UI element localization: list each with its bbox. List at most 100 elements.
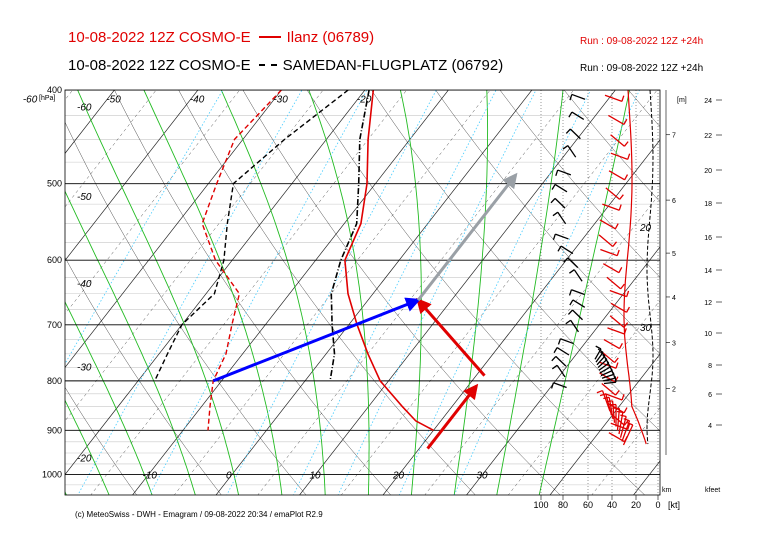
samedan-wind-barb [573,269,583,282]
samedan-wind-barb-flag [569,269,575,274]
wind-scale-label: 20 [631,500,641,510]
samedan-run: Run : 09-08-2022 12Z +24h [580,63,704,74]
samedan-wind-barb-flag [563,257,569,263]
ilanz-wind-barb [604,94,623,102]
samedan-wind-barb [571,111,585,120]
isotherm [65,90,240,315]
ilanz-station-name: Ilanz (06789) [286,29,375,46]
ilanz-wind-barb-flag [618,204,622,211]
wind-scale-label: 40 [607,500,617,510]
ilanz-wind-barb-low [622,424,634,446]
temperature-label: 20 [392,471,405,482]
ilanz-wind-barb-flag [623,118,628,125]
wind-scale-unit: [kt] [668,500,680,510]
ilanz-wind-barb-low-flag [603,396,610,400]
samedan-wind-barb [557,169,572,176]
samedan-wind-barb [570,319,580,333]
moist-adiabat [308,90,370,495]
kfeet-tick-label: 12 [704,300,712,307]
samedan-wind-barb-low [603,381,617,385]
temperature-label: -20 [357,94,372,105]
moist-adiabat [65,190,196,495]
temperature-label: -50 [106,94,121,105]
isotherm [466,246,660,495]
isotherm [633,460,660,495]
samedan-wind-barb-low [600,370,613,377]
meter-tick-label: 2 [672,387,676,394]
samedan-wind-barb [569,128,581,140]
samedan-wind-barb [556,347,570,356]
isotherm [65,90,282,369]
ilanz-wind-barb-flag [626,290,630,297]
isotherm [0,68,6,514]
samedan-wind-barb [557,211,567,225]
ilanz-wind-barb [610,152,628,160]
samedan-wind-barb-low [598,362,610,371]
mixing-ratio-line [293,90,497,495]
moist-adiabat [538,90,630,495]
ilanz-wind-barb-low-flag [627,422,634,426]
samedan-wind-barb-low-flag [597,348,604,353]
isotherm [382,139,660,495]
temperature-label: -40 [190,94,205,105]
ilanz-wind-barb [608,114,625,126]
pressure-tick-label: 1000 [42,470,62,480]
wind-scale-label: 0 [655,500,660,510]
samedan-wind-barb-low [602,377,615,382]
kfeet-tick-label: 16 [704,235,712,242]
wind-barbs-layer [550,89,654,446]
samedan-wind-barb-flag [565,319,572,325]
ilanz-wind-barb [601,382,616,396]
samedan-wind-barb-flag [550,197,556,204]
ilanz-wind-barb-flag [623,141,629,147]
moist-adiabat [65,301,153,495]
ilanz-wind-barb-flag [614,223,619,230]
ilanz-date-model: 10-08-2022 12Z COSMO-E [68,29,251,46]
samedan-wind-barb-flag [567,309,573,315]
ilanz-wind-barb [604,393,623,401]
samedan-wind-barb [554,197,566,209]
ilanz-wind-barb [598,361,617,369]
isotherm [65,90,324,422]
ilanz-wind-barb [610,422,628,431]
temperature-label: 10 [310,471,322,482]
grid-layer [0,68,660,515]
moist-adiabat [0,69,34,515]
samedan-wind-barb-low [599,366,611,374]
samedan-wind-barb [553,382,567,389]
pressure-unit-label: [hPa] [39,95,55,102]
dry-adiabat [65,386,138,495]
samedan-wind-barb [555,355,567,367]
samedan-wind-barb [571,93,586,100]
pressure-tick-label: 400 [47,85,62,95]
ilanz-dewpoint-line [201,90,282,431]
ilanz-wind-barb [606,276,622,290]
dry-adiabat [65,256,222,495]
ilanz-wind-barb-low [619,416,627,438]
samedan-wind-barb [571,289,585,296]
km-unit-label: km [662,487,672,494]
ilanz-wind-profile [623,89,647,445]
samedan-wind-barb [567,257,579,269]
ilanz-wind-barb-low [621,420,631,442]
temperature-label-left: -40 [77,279,92,290]
ilanz-wind-barb-flag [615,389,620,396]
isotherm [65,90,73,101]
ilanz-wind-barb [598,234,614,248]
kfeet-tick-label: 22 [704,133,712,140]
samedan-wind-barb [556,364,566,378]
samedan-wind-barb-low [596,355,606,366]
kfeet-tick-label: 20 [704,168,712,175]
samedan-temperature-line [329,90,370,382]
samedan-wind-barb-flag [551,364,558,370]
isotherm [0,68,48,514]
samedan-wind-barb-low [601,373,614,379]
isotherm [65,90,199,261]
samedan-title: 10-08-2022 12Z COSMO-E SAMEDAN-FLUGPLATZ … [68,57,503,74]
ilanz-wind-barb-flag [623,407,628,414]
isotherm [65,90,115,154]
moist-adiabat [453,90,489,495]
pressure-tick-label: 500 [47,179,62,189]
mixing-ratio-line [453,90,641,495]
